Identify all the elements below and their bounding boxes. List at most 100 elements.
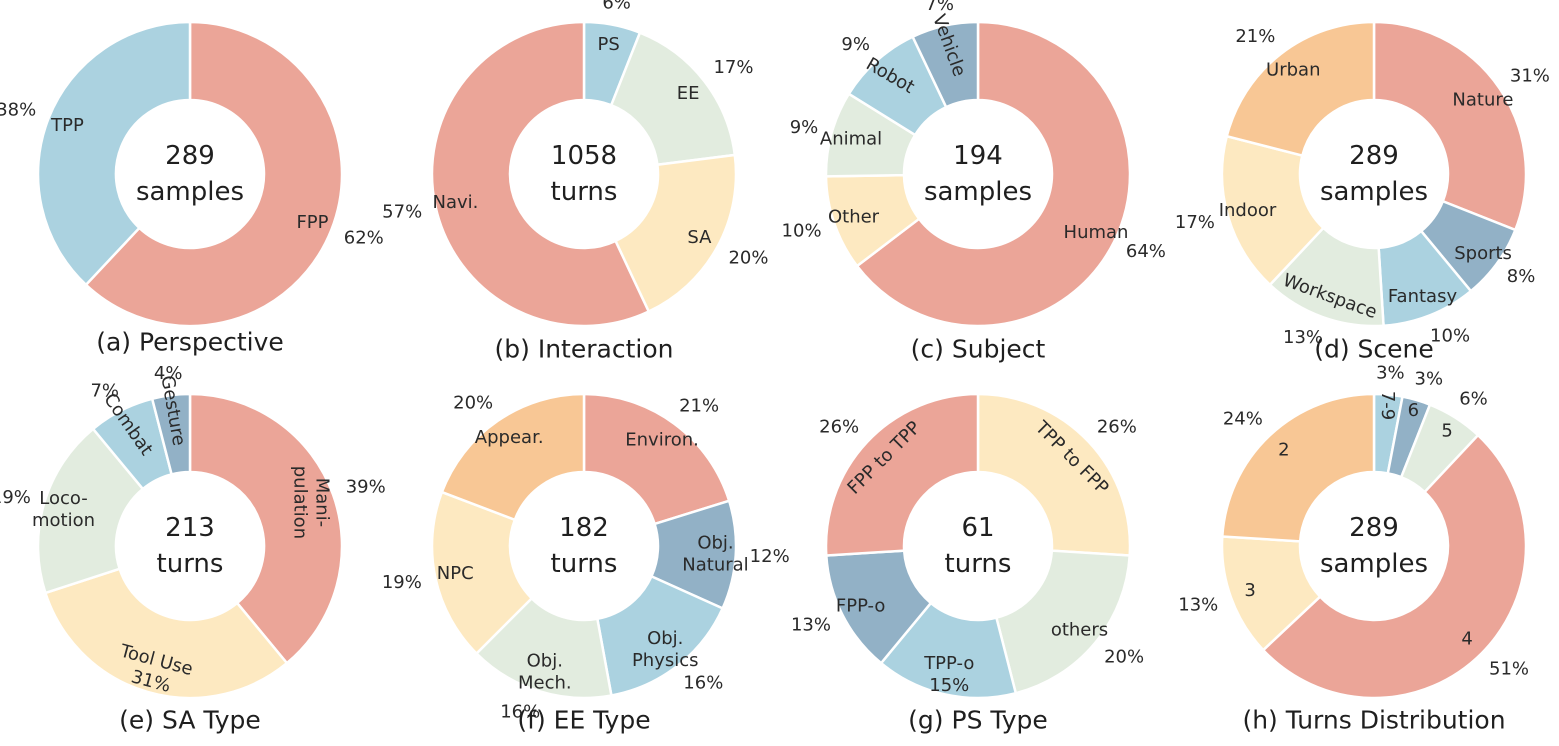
- chart-caption: (g) PS Type: [908, 706, 1048, 735]
- slice-fpp-to-tpp: [824, 392, 980, 557]
- slice-percent: 24%: [1223, 409, 1263, 430]
- chart-caption: (a) Perspective: [96, 328, 284, 357]
- slice-others: [994, 549, 1132, 695]
- slice-percent: 10%: [782, 220, 822, 241]
- slice-percent: 19%: [0, 487, 31, 508]
- donut-chart-7: [824, 392, 1132, 700]
- slice-vehicle: [911, 20, 980, 109]
- donut-chart-1: [36, 20, 344, 328]
- chart-caption: (d) Scene: [1314, 335, 1434, 364]
- slice-label: PS: [598, 34, 620, 55]
- slice-percent: 13%: [1178, 594, 1218, 615]
- slice-label: 4: [1461, 629, 1472, 650]
- slice-percent: 20%: [728, 247, 768, 268]
- slice-percent: 26%: [1097, 416, 1137, 437]
- slice-percent: 7%: [925, 0, 954, 15]
- center-total: 194 samples: [924, 141, 1032, 207]
- slice-percent: 13%: [791, 614, 831, 635]
- slice-percent: 17%: [713, 57, 753, 78]
- center-total: 289 samples: [136, 141, 244, 207]
- slice-2: [1220, 392, 1376, 543]
- donut-chart-8: [1220, 392, 1528, 700]
- center-total: 289 samples: [1320, 513, 1428, 579]
- slice-label: Urban: [1266, 59, 1320, 80]
- slice-navi-: [430, 20, 651, 328]
- donut-chart-3: [824, 20, 1132, 328]
- slice-label: Fantasy: [1388, 286, 1458, 307]
- slice-label: Obj. Mech.: [518, 650, 572, 693]
- slice-label: 5: [1441, 420, 1452, 441]
- slice-percent: 13%: [1283, 327, 1323, 348]
- slice-label: 6: [1408, 400, 1419, 421]
- slice-percent: 39%: [346, 477, 386, 498]
- slice-percent: 31%: [1510, 66, 1550, 87]
- slice-percent: 19%: [382, 572, 422, 593]
- slice-obj-mech-: [474, 596, 613, 700]
- slice-percent: 21%: [679, 395, 719, 416]
- donut-chart-4: [1220, 20, 1528, 328]
- slice-percent: 57%: [382, 201, 422, 222]
- slice-tool-use: [43, 567, 289, 700]
- donut-chart-6: [430, 392, 738, 700]
- slice-label: Obj. Physics: [632, 628, 699, 671]
- slice-gesture: [150, 392, 192, 476]
- slice-percent: 20%: [1104, 646, 1144, 667]
- chart-caption: (c) Subject: [911, 335, 1046, 364]
- center-total: 213 turns: [157, 513, 224, 579]
- slice-percent: 4%: [154, 363, 183, 384]
- slice-label: Loco-motion: [32, 488, 95, 531]
- slice-percent: 7%: [90, 380, 119, 401]
- slice-label: Obj. Natural: [682, 532, 748, 575]
- slice-label: Sports: [1454, 243, 1512, 264]
- slice-tpp: [36, 20, 192, 287]
- slice-label: Environ.: [625, 429, 699, 450]
- slice-percent: 16%: [683, 672, 723, 693]
- slice-environ-: [582, 392, 731, 526]
- slice-appear-: [440, 392, 586, 522]
- slice-percent: 38%: [0, 99, 36, 120]
- center-total: 289 samples: [1320, 141, 1428, 207]
- slice-percent: 8%: [1507, 266, 1536, 287]
- slice-label: Other: [828, 207, 880, 228]
- slice-urban: [1225, 20, 1376, 158]
- slice-label: Human: [1064, 222, 1129, 243]
- slice-label: FPP: [296, 212, 328, 233]
- slice-fpp: [84, 20, 344, 328]
- slice-label: TPP-o 15%: [923, 653, 974, 696]
- slice-label: Indoor: [1219, 200, 1277, 221]
- slice-percent: 16%: [500, 702, 540, 723]
- center-total: 182 turns: [551, 513, 618, 579]
- slice-tpp-to-fpp: [976, 392, 1132, 557]
- slice-label: Animal: [820, 128, 882, 149]
- slice-percent: 21%: [1235, 26, 1275, 47]
- slice-label: 7-9: [1377, 391, 1398, 420]
- center-total: 61 turns: [945, 513, 1012, 579]
- slice-obj-physics: [595, 574, 725, 697]
- slice-loco--motion: [36, 427, 145, 595]
- slice-label: SA: [687, 227, 712, 248]
- slice-label: Nature: [1452, 89, 1513, 110]
- donut-chart-2: [430, 20, 738, 328]
- slice-label: Mani-pulation: [289, 466, 332, 539]
- slice-human: [855, 20, 1132, 328]
- slice-percent: 6%: [602, 0, 631, 14]
- slice-4: [1261, 433, 1528, 700]
- slice-label: EE: [677, 83, 700, 104]
- slice-percent: 3%: [1376, 362, 1405, 383]
- chart-caption: (b) Interaction: [495, 335, 674, 364]
- slice-label: others: [1051, 619, 1108, 640]
- slice-mani--pulation: [188, 392, 344, 665]
- slice-npc: [430, 490, 534, 656]
- slice-percent: 9%: [841, 34, 870, 55]
- slice-sa: [613, 153, 738, 314]
- slice-label: 3: [1244, 580, 1255, 601]
- slice-label: TPP: [50, 115, 84, 136]
- chart-caption: (f) EE Type: [517, 706, 650, 735]
- slice-percent: 12%: [750, 546, 790, 567]
- slice-percent: 64%: [1126, 241, 1166, 262]
- slice-label: FPP-o: [836, 595, 886, 616]
- chart-caption: (h) Turns Distribution: [1242, 706, 1505, 735]
- slice-label: NPC: [437, 563, 474, 584]
- slice-percent: 17%: [1175, 212, 1215, 233]
